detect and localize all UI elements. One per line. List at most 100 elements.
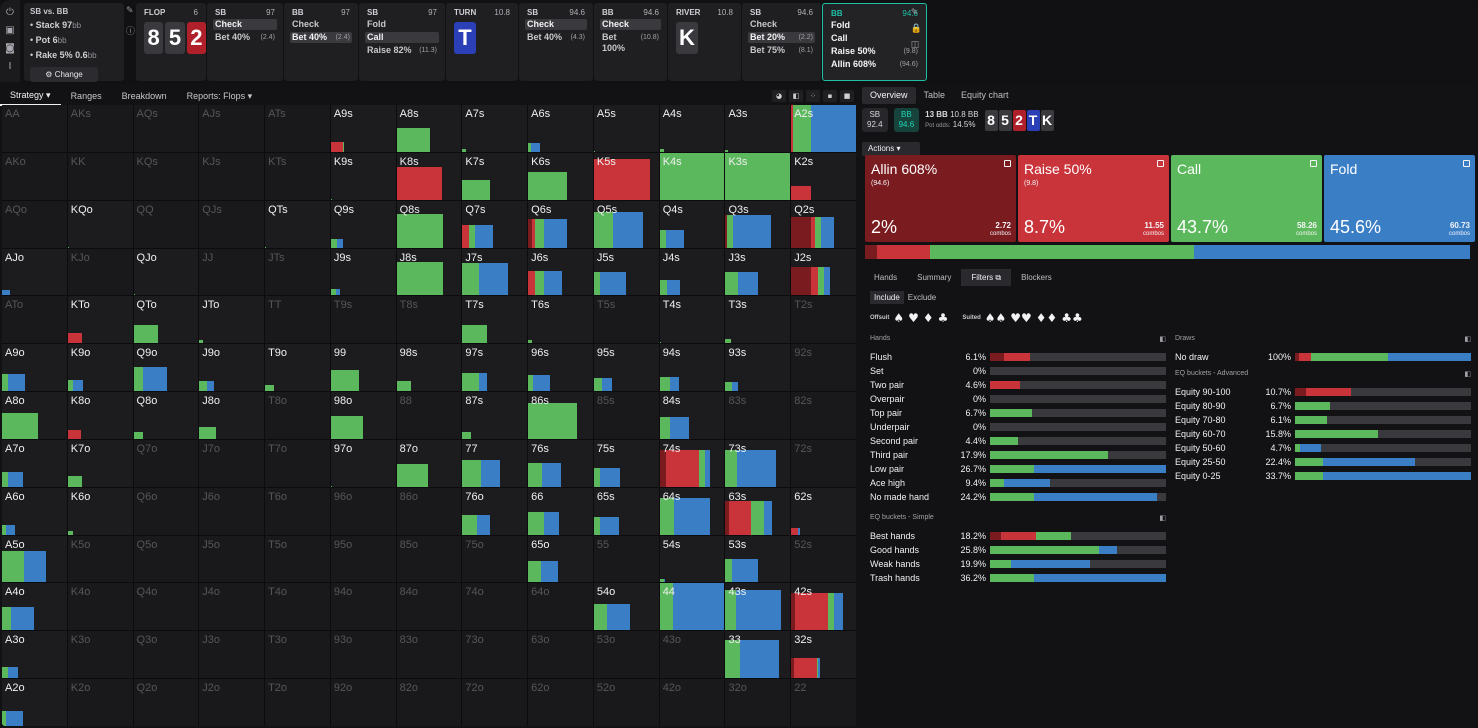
edit-icon[interactable]: ✎ (126, 6, 134, 16)
stat-row[interactable]: Equity 0-25 33.7% (1175, 469, 1471, 483)
hand-cell[interactable]: T8o (265, 392, 330, 439)
tab-ranges[interactable]: Ranges (70, 91, 102, 101)
hand-cell[interactable]: Q3o (133, 631, 199, 679)
hand-cell[interactable]: T4o (265, 583, 330, 631)
hand-cell[interactable]: A9o (2, 344, 67, 392)
hand-cell[interactable]: 52s (791, 535, 856, 583)
hand-cell[interactable]: K9s (330, 152, 396, 200)
hand-cell[interactable]: J4o (199, 583, 265, 631)
hand-cell[interactable]: J2s (791, 248, 856, 296)
hand-cell[interactable]: K8s (396, 152, 462, 200)
hand-cell[interactable]: 82s (791, 392, 856, 439)
stat-row[interactable]: No draw 100% (1175, 350, 1471, 364)
hand-cell[interactable]: T3s (725, 296, 791, 344)
hand-cell[interactable]: Q7o (133, 439, 199, 487)
tab-summary[interactable]: Summary (917, 273, 952, 282)
hand-cell[interactable]: KQo (67, 200, 133, 248)
hand-cell[interactable]: 97s (462, 344, 528, 392)
hand-cell[interactable]: J3o (199, 631, 265, 679)
hand-cell[interactable]: 93s (725, 344, 791, 392)
hand-cell[interactable]: Q6o (133, 487, 199, 535)
hand-cell[interactable]: QTs (265, 200, 330, 248)
hand-cell[interactable]: 32o (725, 679, 791, 726)
hand-cell[interactable]: 53o (593, 631, 659, 679)
hand-cell[interactable]: Q9s (330, 200, 396, 248)
heart-icon[interactable]: ♥ (908, 311, 919, 325)
hand-cell[interactable]: ATo (2, 296, 67, 344)
hand-cell[interactable]: 33 (725, 631, 791, 679)
hand-cell[interactable]: 94o (330, 583, 396, 631)
expand-icon[interactable] (1463, 160, 1470, 167)
hand-cell[interactable]: 76s (528, 439, 593, 487)
hand-cell[interactable]: JJ (199, 248, 265, 296)
hand-cell[interactable]: Q9o (133, 344, 199, 392)
stat-row[interactable]: Second pair 4.4% (870, 434, 1166, 448)
suited-spades-icon[interactable]: ♠♠ (984, 311, 1007, 325)
hand-cell[interactable]: K8o (67, 392, 133, 439)
tab-hands[interactable]: Hands (874, 273, 898, 282)
hand-cell[interactable]: 97o (330, 439, 396, 487)
expand-icon[interactable] (1157, 160, 1164, 167)
hand-cell[interactable]: Q4s (659, 200, 725, 248)
stat-row[interactable]: Equity 60-70 15.8% (1175, 427, 1471, 441)
spot-flop-0[interactable]: FLOP 6 8 5 2 (136, 3, 206, 81)
hand-cell[interactable]: T8s (396, 296, 462, 344)
hand-cell[interactable]: 64s (659, 487, 725, 535)
hand-cell[interactable]: K4o (67, 583, 133, 631)
hand-cell[interactable]: AKs (67, 105, 133, 152)
hand-cell[interactable]: 52o (593, 679, 659, 726)
exclude-button[interactable]: Exclude (907, 293, 937, 302)
hand-cell[interactable]: 43o (659, 631, 725, 679)
expand-icon[interactable] (1004, 160, 1011, 167)
gamepad-icon[interactable]: ◙ (5, 43, 15, 54)
action-option[interactable]: Call (829, 33, 920, 44)
hand-cell[interactable]: Q8o (133, 392, 199, 439)
stat-row[interactable]: Trash hands 36.2% (870, 571, 1166, 585)
hand-cell[interactable]: 62s (791, 487, 856, 535)
tab-breakdown[interactable]: Breakdown (121, 91, 167, 101)
hand-cell[interactable]: Q2s (791, 200, 856, 248)
edit-icon[interactable]: ✎ (910, 8, 919, 18)
hand-cell[interactable]: AJs (199, 105, 265, 152)
hand-cell[interactable]: K6o (67, 487, 133, 535)
hand-cell[interactable]: T6o (265, 487, 330, 535)
hand-cell[interactable]: Q5o (133, 535, 199, 583)
spade-icon[interactable]: ♠ (893, 311, 905, 325)
hand-cell[interactable]: A3s (725, 105, 791, 152)
spot-turn-4[interactable]: TURN 10.8 T (446, 3, 518, 81)
spot-bb-6[interactable]: BB 94.6 Check Bet 100% (10.8) (594, 3, 667, 81)
hand-cell[interactable]: J8s (396, 248, 462, 296)
action-option[interactable]: Check (213, 19, 277, 30)
hand-cell[interactable]: 74o (462, 583, 528, 631)
hand-cell[interactable]: 43s (725, 583, 791, 631)
hand-cell[interactable]: QJs (199, 200, 265, 248)
stat-row[interactable]: No made hand 24.2% (870, 490, 1166, 504)
hand-cell[interactable]: A9s (330, 105, 396, 152)
text-cursor-icon[interactable]: I (8, 61, 12, 72)
hand-cell[interactable]: 66 (528, 487, 593, 535)
hand-cell[interactable]: J7s (462, 248, 528, 296)
hand-cell[interactable]: J2o (199, 679, 265, 726)
action-option[interactable]: Call (365, 32, 439, 43)
hand-cell[interactable]: T7s (462, 296, 528, 344)
hand-cell[interactable]: AQs (133, 105, 199, 152)
hand-cell[interactable]: 99 (330, 344, 396, 392)
hand-cell[interactable]: 55 (593, 535, 659, 583)
hand-cell[interactable]: K3s (725, 152, 791, 200)
hand-cell[interactable]: A8o (2, 392, 67, 439)
hand-cell[interactable]: 75o (462, 535, 528, 583)
hand-cell[interactable]: 76o (462, 487, 528, 535)
suited-hearts-icon[interactable]: ♥♥ (1010, 311, 1032, 325)
action-card-0[interactable]: Allin 608% (94.6) 2% 2.72 combos (865, 155, 1016, 242)
hand-cell[interactable]: 96o (330, 487, 396, 535)
hand-cell[interactable]: K6s (528, 152, 593, 200)
tab-strategy[interactable]: Strategy ▾ (0, 86, 61, 106)
save-icon[interactable]: ▣ (5, 25, 15, 36)
hand-cell[interactable]: A4s (659, 105, 725, 152)
action-option[interactable]: Check (290, 19, 352, 30)
hand-cell[interactable]: 75s (593, 439, 659, 487)
hand-cell[interactable]: 96s (528, 344, 593, 392)
hand-cell[interactable]: Q7s (462, 200, 528, 248)
hand-cell[interactable]: JTo (199, 296, 265, 344)
hand-cell[interactable]: KTo (67, 296, 133, 344)
